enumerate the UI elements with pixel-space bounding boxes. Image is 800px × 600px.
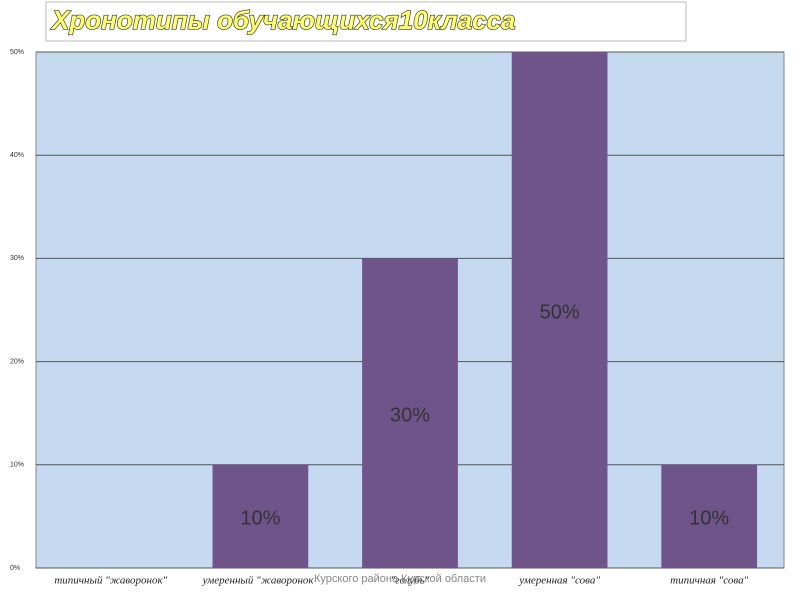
value-label: 10% xyxy=(240,508,280,530)
y-tick-label: 10% xyxy=(10,462,24,469)
y-tick-label: 50% xyxy=(10,49,24,56)
bar xyxy=(661,464,758,568)
x-tick-label: типичный "жаворонок" xyxy=(54,575,167,587)
bar xyxy=(362,258,458,568)
value-label: 10% xyxy=(689,508,729,530)
y-tick-label: 0% xyxy=(10,565,20,572)
bar xyxy=(212,464,309,568)
value-label: 30% xyxy=(390,404,430,426)
value-label: 50% xyxy=(540,301,580,323)
x-tick-label: "голубь" xyxy=(391,575,430,587)
x-tick-label: типичная "сова" xyxy=(670,575,748,587)
y-tick-label: 20% xyxy=(10,358,24,365)
footnote: Курского района Курской области xyxy=(314,573,486,585)
x-tick-label: умеренная "сова" xyxy=(518,575,600,587)
x-tick-label: умеренный "жаворонок" xyxy=(202,575,319,587)
chart-title: Хронотипы обучающихся10класса xyxy=(50,5,515,35)
bar xyxy=(511,52,608,568)
title-box xyxy=(45,1,687,42)
y-tick-label: 40% xyxy=(10,152,24,159)
y-tick-label: 30% xyxy=(10,255,24,262)
